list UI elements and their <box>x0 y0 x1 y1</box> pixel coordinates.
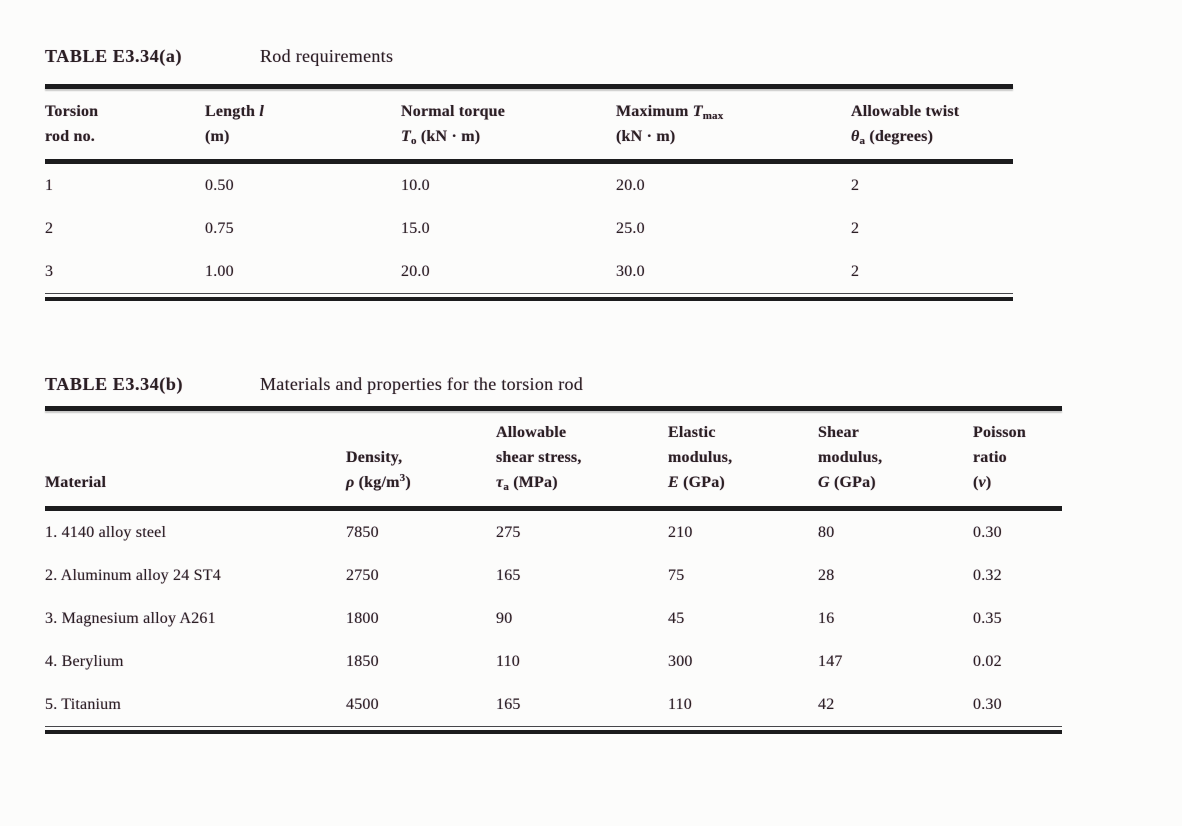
table-cell: 20.0 <box>401 263 430 280</box>
table-cell: 1850 <box>346 653 379 670</box>
table-cell: 7850 <box>346 524 379 541</box>
materials-properties-section: TABLE E3.34(b) Materials and properties … <box>45 374 1062 734</box>
table-b-title: TABLE E3.34(b) Materials and properties … <box>45 374 1062 394</box>
table-cell: 1. 4140 alloy steel <box>45 524 167 541</box>
column-header: Density, ρ (kg/m3) <box>346 411 496 511</box>
table-cell: 20.0 <box>616 177 645 194</box>
table-cell: 42 <box>818 696 835 713</box>
table-cell: 300 <box>668 653 693 670</box>
column-header: Length l (m) <box>205 89 401 164</box>
column-header: Elastic modulus, E (GPa) <box>668 411 818 511</box>
table-cell: 28 <box>818 567 835 584</box>
table-cell: 110 <box>496 653 521 670</box>
table-b-bottom-rule <box>45 726 1062 734</box>
table-cell: 75 <box>668 567 685 584</box>
table-cell: 275 <box>496 524 521 541</box>
table-cell: 0.35 <box>973 610 1002 627</box>
column-header: Allowable twist θa (degrees) <box>851 89 1013 164</box>
table-cell: 0.75 <box>205 220 234 237</box>
table-b-header: Material Density, ρ (kg/m3) Allowable shear … <box>45 411 1062 511</box>
column-header: Torsion rod no. <box>45 89 205 164</box>
table-cell: 5. Titanium <box>45 696 122 713</box>
table-a-header: Torsion rod no. Length l (m) Normal torque To… <box>45 89 1013 164</box>
table-row: 3. Magnesium alloy A261 1800 90 45 16 0.35 <box>45 597 1062 640</box>
table-a-title-label: TABLE E3.34(a) <box>45 46 183 66</box>
table-cell: 25.0 <box>616 220 645 237</box>
column-header: Shear modulus, G (GPa) <box>818 411 973 511</box>
column-header: Poisson ratio (ν) <box>973 411 1062 511</box>
table-a-title: TABLE E3.34(a) Rod requirements <box>45 46 1013 66</box>
table-row: 1. 4140 alloy steel 7850 275 210 80 0.30 <box>45 509 1062 555</box>
table-a-bottom-rule <box>45 293 1013 301</box>
table-a-top-rule <box>45 84 1013 89</box>
materials-properties-table: Material Density, ρ (kg/m3) Allowable shear … <box>45 411 1062 726</box>
table-cell: 2 <box>851 177 860 194</box>
table-cell: 16 <box>818 610 835 627</box>
table-cell: 165 <box>496 567 521 584</box>
column-header: Normal torque To (kN · m) <box>401 89 616 164</box>
column-header: Allowable shear stress, τa (MPa) <box>496 411 668 511</box>
table-row: 3 1.00 20.0 30.0 2 <box>45 250 1013 293</box>
table-cell: 3 <box>45 263 54 280</box>
table-cell: 0.02 <box>973 653 1002 670</box>
table-cell: 0.30 <box>973 696 1002 713</box>
rod-requirements-table: Torsion rod no. Length l (m) Normal torque To… <box>45 89 1013 293</box>
table-cell: 15.0 <box>401 220 430 237</box>
table-b-title-label: TABLE E3.34(b) <box>45 374 184 394</box>
table-cell: 0.32 <box>973 567 1002 584</box>
rod-requirements-section: TABLE E3.34(a) Rod requirements Torsion r… <box>45 46 1013 301</box>
column-header: Maximum Tmax (kN · m) <box>616 89 851 164</box>
table-cell: 210 <box>668 524 693 541</box>
table-cell: 2 <box>851 220 860 237</box>
table-cell: 165 <box>496 696 521 713</box>
column-header: Material <box>45 411 346 511</box>
table-b-body: 1. 4140 alloy steel 7850 275 210 80 0.30 2. Al… <box>45 509 1062 727</box>
table-cell: 30.0 <box>616 263 645 280</box>
table-cell: 45 <box>668 610 685 627</box>
table-b-title-caption: Materials and properties for the torsion… <box>260 374 584 394</box>
table-a-body: 1 0.50 10.0 20.0 2 2 0.75 15.0 25.0 2 3 1.00 20.0 30.… <box>45 162 1013 294</box>
table-b-top-rule <box>45 406 1062 411</box>
table-cell: 1800 <box>346 610 379 627</box>
table-cell: 90 <box>496 610 513 627</box>
table-row: 2 0.75 15.0 25.0 2 <box>45 207 1013 250</box>
table-cell: 147 <box>818 653 843 670</box>
table-cell: 0.30 <box>973 524 1002 541</box>
table-cell: 80 <box>818 524 835 541</box>
table-cell: 2750 <box>346 567 379 584</box>
table-cell: 2 <box>45 220 54 237</box>
table-cell: 10.0 <box>401 177 430 194</box>
table-cell: 2. Aluminum alloy 24 ST4 <box>45 567 221 584</box>
table-row: 2. Aluminum alloy 24 ST4 2750 165 75 28 0.32 <box>45 554 1062 597</box>
table-a-title-caption: Rod requirements <box>260 46 394 66</box>
table-cell: 4. Berylium <box>45 653 124 670</box>
table-cell: 0.50 <box>205 177 234 194</box>
table-cell: 1 <box>45 177 54 194</box>
table-cell: 3. Magnesium alloy A261 <box>45 610 216 627</box>
table-cell: 2 <box>851 263 860 280</box>
table-cell: 110 <box>668 696 693 713</box>
table-row: 5. Titanium 4500 165 110 42 0.30 <box>45 683 1062 726</box>
table-row: 1 0.50 10.0 20.0 2 <box>45 162 1013 208</box>
table-row: 4. Berylium 1850 110 300 147 0.02 <box>45 640 1062 683</box>
table-cell: 1.00 <box>205 263 234 280</box>
table-cell: 4500 <box>346 696 379 713</box>
